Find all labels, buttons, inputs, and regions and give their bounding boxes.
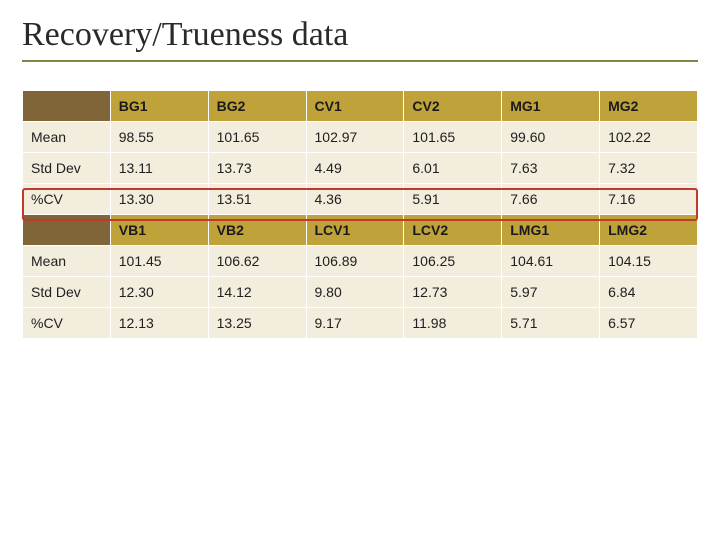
cell: 104.15 xyxy=(600,246,698,277)
cell: 9.17 xyxy=(306,308,404,339)
col-header: VB2 xyxy=(208,215,306,246)
cell: 5.91 xyxy=(404,184,502,215)
cell: 99.60 xyxy=(502,122,600,153)
table-row: Mean 98.55 101.65 102.97 101.65 99.60 10… xyxy=(23,122,698,153)
cell: 5.71 xyxy=(502,308,600,339)
header-corner xyxy=(23,91,111,122)
cell: 106.62 xyxy=(208,246,306,277)
table-row: Std Dev 12.30 14.12 9.80 12.73 5.97 6.84 xyxy=(23,277,698,308)
col-header: LCV1 xyxy=(306,215,404,246)
cell: 101.65 xyxy=(208,122,306,153)
row-label: %CV xyxy=(23,184,111,215)
cell: 98.55 xyxy=(110,122,208,153)
cell: 12.13 xyxy=(110,308,208,339)
cell: 14.12 xyxy=(208,277,306,308)
table-row: Std Dev 13.11 13.73 4.49 6.01 7.63 7.32 xyxy=(23,153,698,184)
cell: 7.16 xyxy=(600,184,698,215)
cell: 11.98 xyxy=(404,308,502,339)
col-header: LMG2 xyxy=(600,215,698,246)
cell: 102.97 xyxy=(306,122,404,153)
page-title: Recovery/Trueness data xyxy=(22,16,698,54)
cell: 7.32 xyxy=(600,153,698,184)
cell: 12.73 xyxy=(404,277,502,308)
cell: 13.11 xyxy=(110,153,208,184)
cell: 7.63 xyxy=(502,153,600,184)
cell: 104.61 xyxy=(502,246,600,277)
row-label: Mean xyxy=(23,122,111,153)
col-header: BG1 xyxy=(110,91,208,122)
col-header: BG2 xyxy=(208,91,306,122)
cell: 7.66 xyxy=(502,184,600,215)
row-label: %CV xyxy=(23,308,111,339)
cell: 4.49 xyxy=(306,153,404,184)
table-row: %CV 12.13 13.25 9.17 11.98 5.71 6.57 xyxy=(23,308,698,339)
table-row: Mean 101.45 106.62 106.89 106.25 104.61 … xyxy=(23,246,698,277)
header-corner xyxy=(23,215,111,246)
col-header: VB1 xyxy=(110,215,208,246)
col-header: MG2 xyxy=(600,91,698,122)
col-header: CV1 xyxy=(306,91,404,122)
row-label: Mean xyxy=(23,246,111,277)
cell: 101.45 xyxy=(110,246,208,277)
data-table-zone: BG1 BG2 CV1 CV2 MG1 MG2 Mean 98.55 101.6… xyxy=(22,90,698,339)
row-label: Std Dev xyxy=(23,153,111,184)
cell: 4.36 xyxy=(306,184,404,215)
cell: 6.01 xyxy=(404,153,502,184)
cell: 6.84 xyxy=(600,277,698,308)
cell: 13.30 xyxy=(110,184,208,215)
cell: 106.89 xyxy=(306,246,404,277)
cell: 13.73 xyxy=(208,153,306,184)
cell: 13.25 xyxy=(208,308,306,339)
col-header: LCV2 xyxy=(404,215,502,246)
cell: 101.65 xyxy=(404,122,502,153)
title-container: Recovery/Trueness data xyxy=(22,16,698,62)
col-header: CV2 xyxy=(404,91,502,122)
table-header-row: BG1 BG2 CV1 CV2 MG1 MG2 xyxy=(23,91,698,122)
cell: 13.51 xyxy=(208,184,306,215)
cell: 12.30 xyxy=(110,277,208,308)
cell: 9.80 xyxy=(306,277,404,308)
col-header: LMG1 xyxy=(502,215,600,246)
cell: 6.57 xyxy=(600,308,698,339)
table-header-row: VB1 VB2 LCV1 LCV2 LMG1 LMG2 xyxy=(23,215,698,246)
row-label: Std Dev xyxy=(23,277,111,308)
col-header: MG1 xyxy=(502,91,600,122)
table-row-cv: %CV 13.30 13.51 4.36 5.91 7.66 7.16 xyxy=(23,184,698,215)
cell: 102.22 xyxy=(600,122,698,153)
cell: 5.97 xyxy=(502,277,600,308)
recovery-table: BG1 BG2 CV1 CV2 MG1 MG2 Mean 98.55 101.6… xyxy=(22,90,698,339)
cell: 106.25 xyxy=(404,246,502,277)
